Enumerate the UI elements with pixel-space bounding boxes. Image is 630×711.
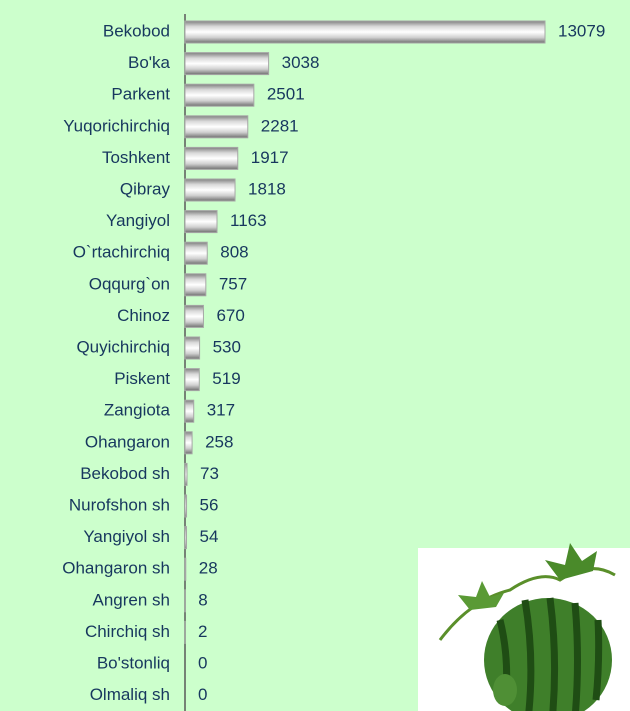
bar [185,211,217,233]
y-tick-label: Bekobod sh [80,464,170,483]
value-label: 530 [213,337,241,356]
bar [185,21,545,43]
y-tick-label: O`rtachirchiq [73,243,170,262]
watermelon-image [418,543,630,711]
y-tick-label: Quyichirchiq [76,337,170,356]
value-label: 56 [200,495,219,514]
value-label: 28 [199,559,218,578]
bar [185,242,207,264]
y-tick-label: Yangiyol [106,211,170,230]
y-tick-label: Bekobod [103,21,170,40]
bar [185,558,186,580]
value-label: 519 [212,369,240,388]
y-tick-label: Oqqurg`on [89,274,170,293]
value-label: 1917 [251,148,289,167]
y-tick-label: Yuqorichirchiq [63,116,170,135]
bar [185,400,194,422]
value-label: 2281 [261,116,299,135]
bar [185,179,235,201]
bar [185,116,248,138]
value-label: 54 [199,527,218,546]
value-label: 2501 [267,85,305,104]
y-tick-label: Yangiyol sh [83,527,170,546]
value-label: 2 [198,622,207,641]
y-tick-label: Olmaliq sh [90,685,170,704]
value-label: 73 [200,464,219,483]
bar [185,147,238,169]
value-label: 8 [198,590,207,609]
value-label: 258 [205,432,233,451]
value-label: 670 [216,306,244,325]
y-tick-label: Chirchiq sh [85,622,170,641]
bar [185,463,187,485]
y-tick-label: Toshkent [102,148,170,167]
bar [185,495,187,517]
y-tick-label: Bo'stonliq [97,653,170,672]
value-label: 1163 [230,211,267,230]
bar [185,305,203,327]
bar [185,337,200,359]
bar [185,527,186,549]
y-tick-label: Ohangaron [85,432,170,451]
y-tick-label: Angren sh [93,590,171,609]
y-tick-label: Nurofshon sh [69,495,170,514]
value-label: 13079 [558,21,605,40]
y-tick-label: Qibray [120,179,171,198]
bar [185,369,199,391]
bar [185,274,206,296]
bar [185,432,192,454]
chart: Bekobod 13079 Bo'ka 3038 Parkent 2501 Yuqorich… [0,0,630,711]
y-tick-label: Ohangaron sh [62,559,170,578]
value-label: 1818 [248,179,286,198]
y-tick-label: Piskent [114,369,170,388]
value-label: 317 [207,401,235,420]
value-label: 0 [198,653,207,672]
bar [185,84,254,106]
y-tick-label: Parkent [111,85,170,104]
y-tick-label: Zangiota [104,401,171,420]
value-label: 757 [219,274,247,293]
y-tick-label: Bo'ka [128,53,171,72]
y-tick-label: Chinoz [117,306,170,325]
value-label: 808 [220,243,248,262]
bar [185,53,269,75]
value-label: 3038 [282,53,320,72]
value-label: 0 [198,685,207,704]
